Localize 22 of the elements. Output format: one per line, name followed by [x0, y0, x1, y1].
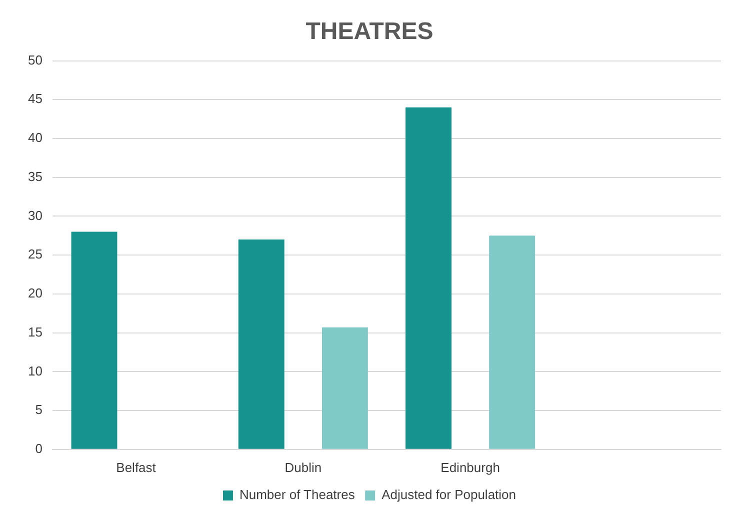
- bar: [71, 232, 118, 449]
- x-tick-label: Edinburgh: [440, 460, 500, 475]
- bar: [406, 107, 452, 449]
- x-tick-label: Dublin: [284, 460, 322, 475]
- legend-label: Adjusted for Population: [382, 487, 516, 502]
- y-tick-label: 15: [28, 324, 42, 340]
- y-tick-label: 0: [35, 440, 42, 456]
- y-tick-label: 50: [28, 52, 42, 68]
- bar: [238, 240, 284, 449]
- y-tick-label: 25: [28, 246, 42, 262]
- x-tick-label: Belfast: [116, 460, 156, 475]
- y-tick-label: 5: [35, 402, 42, 418]
- y-tick-label: 20: [28, 286, 42, 301]
- y-tick-label: 35: [28, 168, 42, 184]
- y-tick-label: 45: [28, 91, 42, 106]
- y-tick-label: 40: [28, 130, 42, 146]
- y-tick-label: 10: [28, 363, 42, 378]
- y-tick-label: 30: [28, 208, 42, 223]
- legend-label: Number of Theatres: [239, 487, 356, 502]
- bar: [322, 327, 368, 449]
- chart-title: THEATRES: [306, 18, 434, 46]
- bar: [489, 236, 536, 449]
